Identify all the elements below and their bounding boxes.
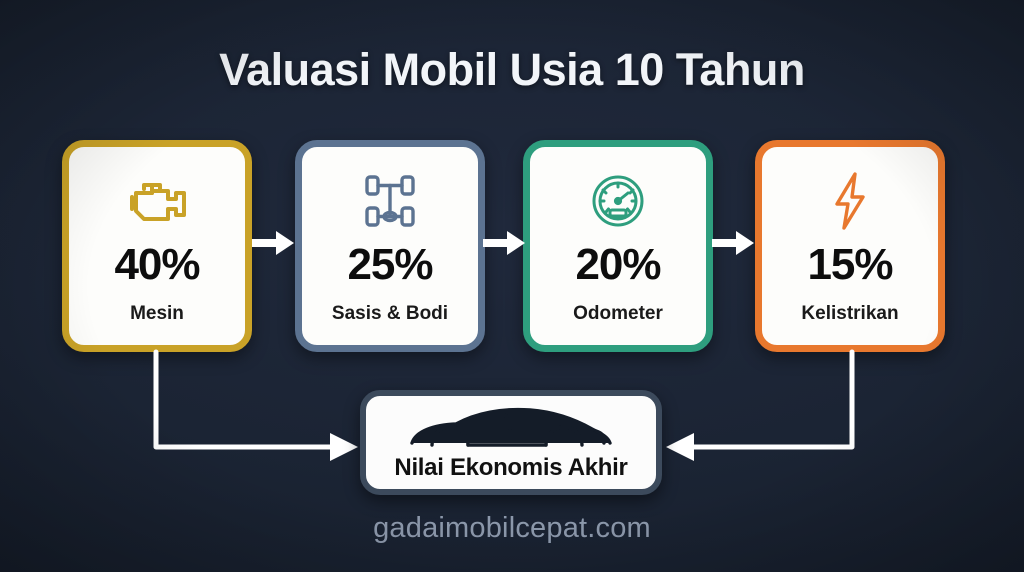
arrow-card1-to-card2 xyxy=(252,230,296,256)
result-label: Nilai Ekonomis Akhir xyxy=(394,453,628,481)
connector-left-to-result xyxy=(153,349,333,450)
card-percent: 20% xyxy=(575,240,661,289)
engine-icon xyxy=(124,165,190,237)
card-label: Mesin xyxy=(130,303,184,324)
page-title: Valuasi Mobil Usia 10 Tahun xyxy=(219,44,805,95)
card-mesin: 40% Mesin xyxy=(62,140,252,352)
connector-right-to-result xyxy=(691,349,855,450)
arrow-card3-to-card4 xyxy=(712,230,756,256)
speedometer-icon xyxy=(587,165,649,237)
card-odometer: 20% Odometer xyxy=(523,140,713,352)
card-percent: 40% xyxy=(114,240,200,289)
card-label: Kelistrikan xyxy=(801,303,899,324)
card-label: Sasis & Bodi xyxy=(331,303,449,324)
connector-right-arrowhead xyxy=(666,433,694,461)
card-kelistrikan: 15% Kelistrikan xyxy=(755,140,945,352)
card-percent: 15% xyxy=(807,240,893,289)
connector-left-arrowhead xyxy=(330,433,358,461)
lightning-bolt-icon xyxy=(828,165,872,237)
arrow-card2-to-card3 xyxy=(483,230,527,256)
card-label: Odometer xyxy=(573,303,663,324)
chassis-axle-icon xyxy=(361,165,419,237)
footer-watermark: gadaimobilcepat.com xyxy=(373,512,651,544)
card-percent: 25% xyxy=(347,240,433,289)
result-box: Nilai Ekonomis Akhir xyxy=(360,390,662,495)
card-sasis-bodi: 25% Sasis & Bodi xyxy=(295,140,485,352)
car-silhouette-icon xyxy=(406,404,616,456)
